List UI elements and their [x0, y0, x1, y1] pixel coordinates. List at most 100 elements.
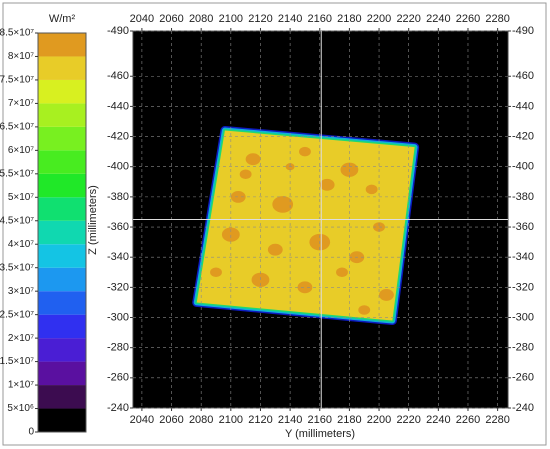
x-tick-label: 2280: [485, 414, 509, 426]
y-tick-label: -460: [107, 70, 129, 82]
colorbar-band: [38, 150, 86, 174]
colorbar-band: [38, 126, 86, 151]
x-tick-label-top: 2140: [278, 13, 302, 25]
y-tick-label-right: -490: [512, 25, 534, 37]
colorbar-band: [38, 56, 86, 80]
colorbar-band: [38, 103, 86, 127]
y-tick-label-right: -280: [512, 342, 534, 354]
region: [196, 130, 415, 321]
y-tick-label-right: -260: [512, 372, 534, 384]
colorbar-band: [38, 361, 86, 386]
colorbar-tick-label: 3×10⁷: [8, 286, 35, 297]
colorbar-tick-label: 7×10⁷: [8, 98, 35, 109]
colorbar-band: [38, 197, 86, 221]
y-tick-label-right: -420: [512, 130, 534, 142]
x-tick-label-top: 2040: [130, 13, 154, 25]
colorbar-band: [38, 173, 86, 198]
y-tick-label-right: -380: [512, 191, 534, 203]
colorbar-tick-label: 1×10⁷: [8, 380, 35, 391]
colorbar-band: [38, 220, 86, 245]
x-tick-label-top: 2280: [485, 13, 509, 25]
y-tick-label-right: -440: [512, 100, 534, 112]
x-tick-label-top: 2220: [396, 13, 420, 25]
colorbar-band: [38, 338, 86, 362]
colorbar-tick-label: 5×10⁶: [7, 403, 34, 414]
colorbar-title: W/m²: [49, 13, 76, 25]
colorbar-tick-label: 4.5×10⁷: [0, 215, 34, 226]
x-tick-label: 2240: [426, 414, 450, 426]
y-tick-label: -240: [107, 402, 129, 414]
colorbar-band: [38, 33, 86, 57]
x-tick-label-top: 2080: [189, 13, 213, 25]
frame: [2, 2, 547, 446]
x-tick-label: 2140: [278, 414, 302, 426]
x-tick-label: 2220: [396, 414, 420, 426]
colorbar-border: [37, 32, 87, 433]
x-axis-label: Y (millimeters): [285, 428, 355, 440]
colorbar-band: [38, 385, 86, 409]
hot-spot: [267, 243, 283, 256]
x-tick-label: 2160: [308, 414, 332, 426]
x-tick-label-top: 2060: [159, 13, 183, 25]
colorbar-band: [38, 314, 86, 339]
colorbar-tick-label: 5.5×10⁷: [0, 168, 34, 179]
x-tick-label: 2120: [248, 414, 272, 426]
hot-spot: [336, 267, 348, 278]
colorbar-tick-label: 4×10⁷: [8, 239, 35, 250]
y-tick-label: -440: [107, 100, 129, 112]
x-tick-label-top: 2260: [456, 13, 480, 25]
y-tick-label-right: -400: [512, 161, 534, 173]
hot-spot: [210, 267, 222, 278]
y-tick-label: -400: [107, 161, 129, 173]
y-tick-label: -280: [107, 342, 129, 354]
y-tick-label: -300: [107, 311, 129, 323]
colorbar-tick-label: 7.5×10⁷: [0, 75, 34, 86]
hot-spot: [358, 305, 371, 315]
x-tick-label-top: 2180: [337, 13, 361, 25]
hot-spot: [239, 169, 252, 180]
colorbar-tick-label: 6.5×10⁷: [0, 122, 34, 133]
colorbar-band: [38, 267, 86, 292]
hot-spot: [221, 227, 240, 242]
hot-spot: [299, 146, 311, 157]
colorbar-tick-label: 0: [28, 427, 34, 438]
x-tick-label: 2080: [189, 414, 213, 426]
hot-spot: [245, 153, 261, 166]
x-tick-label: 2040: [130, 414, 154, 426]
colorbar-band: [38, 79, 86, 104]
y-tick-label-right: -320: [512, 281, 534, 293]
y-tick-label-right: -240: [512, 402, 534, 414]
y-tick-label: -420: [107, 130, 129, 142]
y-tick-label: -380: [107, 191, 129, 203]
hot-spot: [319, 178, 335, 191]
hot-spot: [297, 281, 313, 294]
y-tick-label: -340: [107, 251, 129, 263]
x-tick-label-top: 2200: [367, 13, 391, 25]
y-tick-label: -260: [107, 372, 129, 384]
hot-spot: [379, 288, 394, 301]
x-tick-label: 2100: [219, 414, 243, 426]
colorbar-tick-label: 8.5×10⁷: [0, 28, 34, 39]
y-tick-label: -490: [107, 25, 129, 37]
hot-spot: [272, 196, 294, 213]
colorbar-band: [38, 408, 86, 432]
y-axis-label: Z (millimeters): [87, 185, 99, 255]
colorbar-tick-label: 5×10⁷: [8, 192, 35, 203]
colorbar-tick-label: 8×10⁷: [8, 51, 35, 62]
colorbar-band: [38, 291, 86, 315]
y-tick-label-right: -460: [512, 70, 534, 82]
x-tick-label-top: 2160: [308, 13, 332, 25]
colorbar-tick-label: 1.5×10⁷: [0, 356, 34, 367]
x-tick-label: 2180: [337, 414, 361, 426]
y-tick-label-right: -360: [512, 221, 534, 233]
hot-spot: [230, 190, 246, 203]
y-tick-label-right: -300: [512, 311, 534, 323]
x-tick-label-top: 2100: [219, 13, 243, 25]
colorbar-tick-label: 6×10⁷: [8, 145, 35, 156]
hot-spot: [365, 184, 378, 195]
y-tick-label: -360: [107, 221, 129, 233]
y-tick-label-right: -340: [512, 251, 534, 263]
colorbar-tick-label: 3.5×10⁷: [0, 262, 34, 273]
x-tick-label: 2200: [367, 414, 391, 426]
